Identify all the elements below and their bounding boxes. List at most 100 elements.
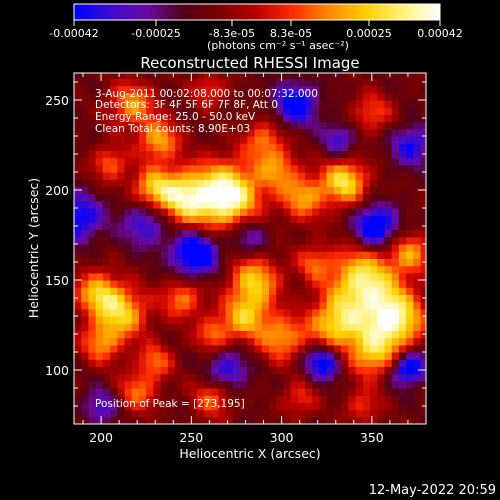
- heatmap-cell: [333, 344, 342, 353]
- heatmap-cell: [261, 359, 270, 367]
- heatmap-cell: [182, 121, 191, 130]
- heatmap-cell: [276, 294, 284, 303]
- heatmap-cell: [88, 150, 97, 159]
- heatmap-cell: [95, 85, 104, 94]
- heatmap-cell: [240, 272, 248, 281]
- heatmap-cell: [384, 150, 393, 159]
- heatmap-cell: [218, 323, 227, 331]
- heatmap-cell: [355, 186, 364, 195]
- heatmap-cell: [218, 236, 227, 245]
- heatmap-cell: [110, 280, 118, 288]
- heatmap-cell: [384, 128, 393, 137]
- heatmap-cell: [211, 359, 220, 367]
- heatmap-cell: [110, 373, 118, 382]
- heatmap-cell: [218, 78, 227, 87]
- heatmap-cell: [333, 294, 342, 303]
- heatmap-cell: [247, 265, 256, 274]
- heatmap-cell: [138, 114, 147, 123]
- heatmap-cell: [290, 229, 299, 238]
- heatmap-cell: [333, 402, 342, 411]
- heatmap-cell: [95, 272, 104, 281]
- heatmap-cell: [203, 150, 212, 159]
- heatmap-cell: [203, 272, 212, 281]
- heatmap-cell: [88, 73, 97, 79]
- heatmap-cell: [189, 121, 198, 130]
- heatmap-cell: [203, 258, 212, 267]
- heatmap-cell: [268, 186, 277, 195]
- heatmap-cell: [81, 323, 90, 331]
- heatmap-cell: [175, 251, 183, 259]
- heatmap-cell: [232, 244, 241, 252]
- heatmap-cell: [81, 157, 90, 166]
- heatmap-cell: [225, 416, 234, 424]
- heatmap-cell: [247, 179, 256, 187]
- heatmap-cell: [420, 395, 426, 403]
- heatmap-cell: [377, 330, 386, 339]
- heatmap-cell: [290, 85, 299, 94]
- heatmap-cell: [297, 330, 306, 339]
- heatmap-cell: [117, 301, 126, 310]
- heatmap-cell: [348, 164, 357, 173]
- heatmap-cell: [384, 186, 393, 195]
- heatmap-cell: [81, 352, 90, 360]
- heatmap-cell: [81, 244, 90, 252]
- heatmap-cell: [261, 136, 270, 144]
- heatmap-cell: [138, 193, 147, 202]
- heatmap-cell: [377, 100, 386, 108]
- heatmap-cell: [370, 73, 378, 79]
- heatmap-cell: [196, 409, 205, 418]
- heatmap-cell: [283, 179, 292, 187]
- heatmap-cell: [297, 366, 306, 375]
- heatmap-cell: [377, 280, 386, 288]
- heatmap-cell: [420, 244, 426, 252]
- heatmap-cell: [261, 164, 270, 173]
- heatmap-cell: [131, 272, 140, 281]
- heatmap-cell: [153, 73, 162, 79]
- heatmap-cell: [203, 251, 212, 259]
- heatmap-cell: [341, 402, 349, 411]
- heatmap-cell: [74, 251, 82, 259]
- heatmap-cell: [102, 388, 111, 396]
- heatmap-cell: [391, 272, 400, 281]
- colorbar-tick-label: 8.3e-05: [270, 27, 312, 40]
- heatmap-cell: [326, 107, 335, 115]
- heatmap-cell: [398, 388, 407, 396]
- heatmap-cell: [268, 308, 277, 317]
- heatmap-cell: [175, 352, 183, 360]
- heatmap-cell: [398, 395, 407, 403]
- heatmap-cell: [247, 272, 256, 281]
- heatmap-cell: [138, 73, 147, 79]
- heatmap-cell: [211, 157, 220, 166]
- heatmap-cell: [95, 208, 104, 216]
- heatmap-cell: [326, 100, 335, 108]
- heatmap-cell: [247, 186, 256, 195]
- heatmap-cell: [225, 337, 234, 346]
- heatmap-cell: [232, 388, 241, 396]
- heatmap-cell: [341, 301, 349, 310]
- heatmap-cell: [333, 107, 342, 115]
- heatmap-cell: [182, 172, 191, 180]
- heatmap-cell: [240, 121, 248, 130]
- heatmap-cell: [138, 280, 147, 288]
- heatmap-cell: [391, 287, 400, 295]
- heatmap-cell: [88, 308, 97, 317]
- heatmap-cell: [319, 388, 328, 396]
- heatmap-cell: [131, 136, 140, 144]
- heatmap-cell: [398, 272, 407, 281]
- heatmap-cell: [110, 128, 118, 137]
- heatmap-cell: [333, 337, 342, 346]
- heatmap-cell: [189, 73, 198, 79]
- heatmap-cell: [247, 280, 256, 288]
- heatmap-cell: [138, 388, 147, 396]
- heatmap-cell: [413, 114, 422, 123]
- heatmap-cell: [362, 222, 371, 231]
- heatmap-cell: [283, 229, 292, 238]
- heatmap-cell: [240, 395, 248, 403]
- heatmap-cell: [138, 272, 147, 281]
- heatmap-cell: [88, 229, 97, 238]
- heatmap-cell: [297, 258, 306, 267]
- heatmap-cell: [384, 229, 393, 238]
- heatmap-cell: [305, 402, 313, 411]
- heatmap-cell: [254, 208, 263, 216]
- heatmap-cell: [117, 107, 126, 115]
